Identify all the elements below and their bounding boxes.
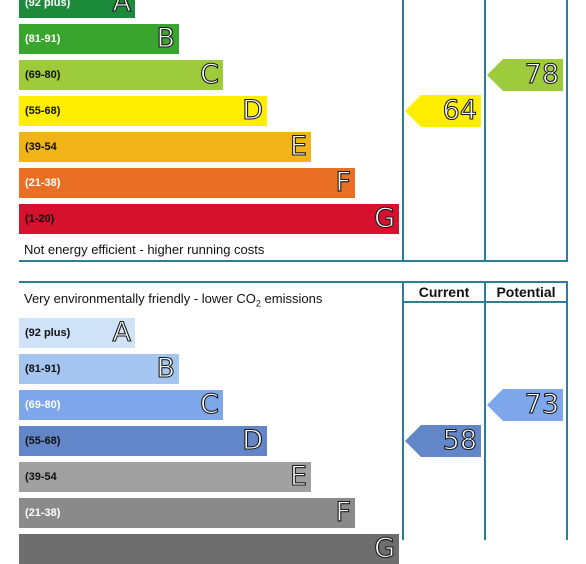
arrow-fill xyxy=(487,389,563,421)
rating-band-f: (21-38) F xyxy=(19,167,355,198)
footer-caption: Not energy efficient - higher running co… xyxy=(24,242,265,257)
header-caption-subscript: 2 xyxy=(255,298,261,309)
band-range-label: (92 plus) xyxy=(25,0,71,9)
potential-rating-arrow: 73 xyxy=(487,388,563,421)
current-rating-arrow: 64 xyxy=(405,94,481,127)
current-rating-value: 58 xyxy=(442,424,477,456)
current-rating-arrow: 58 xyxy=(405,424,481,457)
chart-border-right xyxy=(566,0,568,262)
band-letter: D xyxy=(242,425,264,456)
band-range-label: (1-20) xyxy=(25,213,55,225)
rating-band-b: (81-91) B xyxy=(19,23,179,54)
band-letter: G xyxy=(374,203,396,234)
band-range-label: (69-80) xyxy=(25,399,61,411)
band-letter: B xyxy=(156,23,176,54)
arrow-shape xyxy=(487,59,563,91)
rating-band-e: (39-54 E xyxy=(19,461,311,492)
chart-border-top xyxy=(19,281,568,283)
band-letter: A xyxy=(112,0,132,18)
band-letter: D xyxy=(242,95,264,126)
potential-column-header: Potential xyxy=(496,284,556,300)
band-range-label: (39-54 xyxy=(25,471,57,483)
rating-band-a: (92 plus) A xyxy=(19,0,135,18)
band-range-label: (55-68) xyxy=(25,105,61,117)
arrow-fill xyxy=(405,95,481,127)
header-caption-text-end: emissions xyxy=(260,291,323,306)
potential-rating-arrow: 78 xyxy=(487,58,563,91)
band-range-label: (55-68) xyxy=(25,435,61,447)
band-range-label: (69-80) xyxy=(25,69,61,81)
arrow-fill xyxy=(487,59,563,91)
band-letter: A xyxy=(112,317,132,348)
chart-border-left xyxy=(402,281,404,540)
band-letter: G xyxy=(374,533,396,564)
rating-band-c: (69-80) C xyxy=(19,59,223,90)
rating-band-b: (81-91) B xyxy=(19,353,179,384)
arrow-shape xyxy=(405,425,481,457)
rating-band-g: G xyxy=(19,533,399,564)
header-caption: Very environmentally friendly - lower CO… xyxy=(24,291,322,309)
rating-band-c: (69-80) C xyxy=(19,389,223,420)
rating-band-g: (1-20) G xyxy=(19,203,399,234)
arrow-shape xyxy=(487,389,563,421)
band-letter: C xyxy=(200,389,220,420)
band-letter: F xyxy=(335,497,352,528)
band-range-label: (21-38) xyxy=(25,507,61,519)
arrow-shape xyxy=(405,95,481,127)
chart-border-middle xyxy=(484,0,486,262)
band-letter: B xyxy=(156,353,176,384)
rating-band-e: (39-54 E xyxy=(19,131,311,162)
band-range-label: (92 plus) xyxy=(25,327,71,339)
current-rating-value: 64 xyxy=(442,94,477,126)
band-letter: C xyxy=(200,59,220,90)
band-range-label: (81-91) xyxy=(25,363,61,375)
rating-band-f: (21-38) F xyxy=(19,497,355,528)
current-column-header: Current xyxy=(418,284,470,300)
rating-band-a: (92 plus) A xyxy=(19,317,135,348)
arrow-fill xyxy=(405,425,481,457)
chart-border-left xyxy=(402,0,404,262)
rating-band-d: (55-68) D xyxy=(19,425,267,456)
rating-band-d: (55-68) D xyxy=(19,95,267,126)
band-letter: F xyxy=(335,167,352,198)
band-range-label: (39-54 xyxy=(25,141,57,153)
band-letter: E xyxy=(289,131,307,162)
header-caption-text: Very environmentally friendly - lower CO xyxy=(24,291,256,306)
potential-rating-value: 73 xyxy=(524,388,559,420)
chart-border-right xyxy=(566,281,568,540)
band-range-label: (21-38) xyxy=(25,177,61,189)
column-header-underline xyxy=(402,301,568,303)
band-range-label: (81-91) xyxy=(25,33,61,45)
chart-border-middle xyxy=(484,281,486,540)
potential-rating-value: 78 xyxy=(524,58,559,90)
chart-border-bottom xyxy=(19,260,568,262)
band-letter: E xyxy=(289,461,307,492)
